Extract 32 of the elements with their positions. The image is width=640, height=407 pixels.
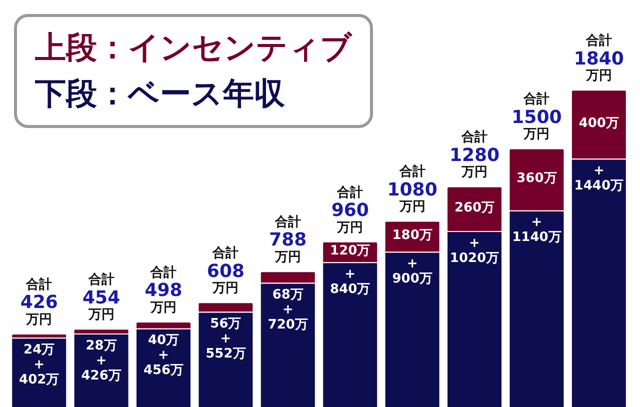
total-label: 合計 788 万円 (269, 214, 307, 265)
data-label: 360万 (516, 171, 557, 186)
total-label: 合計 454 万円 (82, 272, 120, 323)
data-label: 68万 (272, 288, 304, 303)
data-label: 400万 (578, 116, 619, 131)
data-label: + 1020万 (450, 236, 500, 266)
text: 上段：インセンティブ (35, 29, 352, 68)
total-label: 合計 1080 万円 (387, 164, 438, 215)
data-label: + 720万 (268, 302, 308, 333)
data-label: 28万 (86, 338, 117, 354)
total-label: 合計 1840 万円 (574, 32, 624, 84)
data-label: + 1140万 (512, 215, 562, 246)
total-label: 合計 1500 万円 (512, 91, 562, 142)
data-label: + 840万 (330, 266, 370, 297)
data-label: 180万 (392, 228, 432, 244)
data-label: 260万 (454, 200, 495, 216)
data-label: + 900万 (392, 256, 432, 287)
data-label: + 1440万 (574, 163, 624, 194)
total-label: 合計 1280 万円 (449, 129, 500, 180)
data-label: 56万 (210, 316, 242, 332)
total-label: 合計 960 万円 (331, 184, 369, 236)
data-label: + 456万 (143, 348, 184, 378)
total-label: 合計 608 万円 (206, 244, 244, 296)
total-label: 合計 498 万円 (144, 264, 182, 316)
data-label: + 402万 (19, 358, 60, 388)
data-label: 120万 (330, 244, 370, 259)
text: 下段：ベース年収 (35, 75, 286, 114)
total-label: 合計 426 万円 (20, 276, 58, 328)
data-label: + 426万 (81, 353, 122, 384)
data-label: 24万 (24, 342, 55, 358)
data-label: + 552万 (206, 332, 246, 362)
data-label: 40万 (148, 333, 180, 348)
